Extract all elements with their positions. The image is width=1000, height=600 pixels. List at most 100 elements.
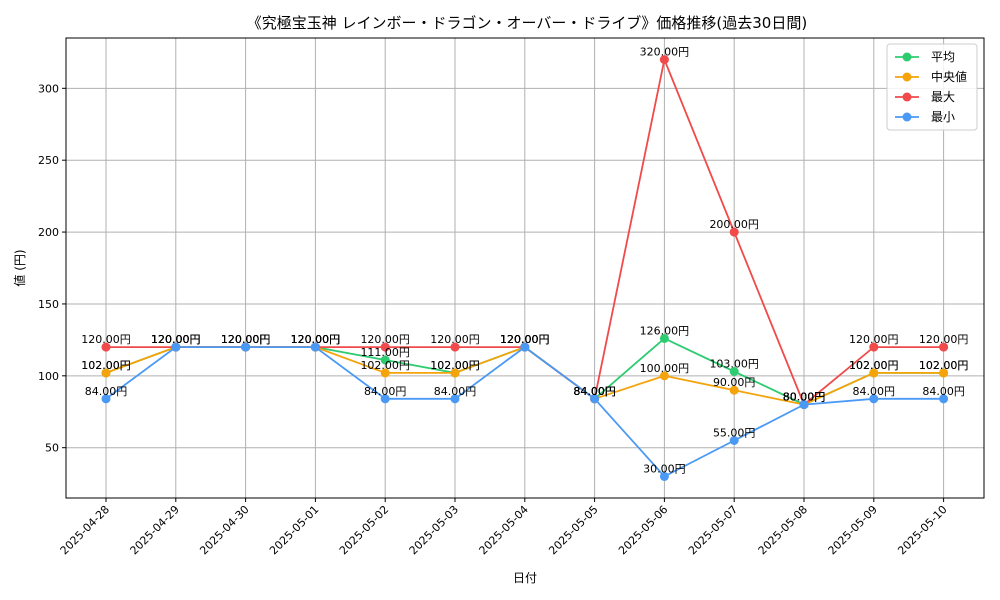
data-label: 84.00円 <box>85 385 128 398</box>
data-point <box>241 342 251 352</box>
data-point <box>171 342 181 352</box>
data-label: 80.00円 <box>783 391 826 404</box>
data-point <box>450 368 460 378</box>
data-point <box>939 394 949 404</box>
data-point <box>729 436 739 445</box>
data-label: 120.00円 <box>221 333 271 346</box>
y-axis: 50 100 150 200 250 300 <box>38 82 66 455</box>
y-axis-label: 値 (円) <box>12 249 27 286</box>
chart-title: 《究極宝玉神 レインボー・ドラゴン・オーバー・ドライブ》価格推移(過去30日間) <box>247 14 807 32</box>
data-label: 103.00円 <box>709 358 759 371</box>
data-label: 120.00円 <box>500 333 550 346</box>
legend-marker <box>902 72 912 82</box>
data-point <box>380 355 390 365</box>
legend-marker <box>902 92 912 102</box>
x-axis: 2025-04-28 2025-04-29 2025-04-30 2025-05-01… <box>58 498 950 557</box>
data-label: 120.00円 <box>151 333 201 346</box>
data-label: 84.00円 <box>434 385 477 398</box>
data-label: 120.00円 <box>360 333 410 346</box>
data-point <box>799 400 809 410</box>
data-label: 100.00円 <box>640 362 690 375</box>
data-label: 102.00円 <box>430 359 480 372</box>
legend-entry: 平均 <box>931 50 955 64</box>
data-label: 120.00円 <box>221 333 271 346</box>
data-label: 120.00円 <box>430 333 480 346</box>
legend-marker <box>902 112 912 122</box>
data-point <box>380 368 390 378</box>
data-point <box>520 342 530 352</box>
data-point <box>380 394 390 404</box>
x-tick-label: 2025-05-08 <box>756 503 810 557</box>
data-point <box>101 394 111 404</box>
x-tick-label: 2025-04-28 <box>58 503 112 557</box>
data-label: 120.00円 <box>151 333 201 346</box>
data-point <box>729 227 739 237</box>
y-tick-label: 300 <box>38 82 59 95</box>
x-tick-label: 2025-05-10 <box>895 503 949 557</box>
legend-marker <box>902 52 912 62</box>
data-label: 90.00円 <box>713 376 756 389</box>
data-label: 120.00円 <box>81 333 131 346</box>
data-label: 102.00円 <box>81 359 131 372</box>
data-label: 80.00円 <box>783 391 826 404</box>
data-point <box>450 394 460 404</box>
x-tick-label: 2025-05-06 <box>616 503 670 557</box>
data-label: 120.00円 <box>291 333 341 346</box>
data-label: 80.00円 <box>783 391 826 404</box>
y-tick-label: 150 <box>38 298 59 311</box>
data-label: 84.00円 <box>573 385 616 398</box>
data-label: 111.00円 <box>360 346 410 359</box>
data-label: 102.00円 <box>360 359 410 372</box>
data-label: 80.00円 <box>783 391 826 404</box>
x-tick-label: 2025-05-09 <box>826 503 880 557</box>
data-label: 84.00円 <box>573 385 616 398</box>
data-label: 102.00円 <box>849 359 899 372</box>
y-tick-label: 200 <box>38 226 59 239</box>
x-tick-label: 2025-05-07 <box>686 503 740 557</box>
data-label: 102.00円 <box>919 359 969 372</box>
data-label: 120.00円 <box>849 333 899 346</box>
y-tick-label: 100 <box>38 370 59 383</box>
legend-entry: 最大 <box>931 90 955 104</box>
data-point <box>729 385 739 395</box>
x-tick-label: 2025-04-30 <box>197 503 251 557</box>
y-tick-label: 50 <box>45 442 59 455</box>
data-point <box>869 342 879 352</box>
data-point <box>659 333 669 343</box>
data-label: 120.00円 <box>291 333 341 346</box>
data-label: 120.00円 <box>291 333 341 346</box>
data-label: 120.00円 <box>919 333 969 346</box>
data-point <box>659 371 669 381</box>
data-point <box>869 394 879 404</box>
data-point <box>450 342 460 352</box>
data-label: 320.00円 <box>640 46 690 59</box>
data-point <box>590 394 600 404</box>
data-label: 120.00円 <box>500 333 550 346</box>
data-point <box>101 342 111 352</box>
data-label: 55.00円 <box>713 427 756 440</box>
data-label: 126.00円 <box>640 324 690 337</box>
data-point <box>729 367 739 376</box>
data-point <box>659 55 669 65</box>
data-label: 120.00円 <box>221 333 271 346</box>
data-label: 120.00円 <box>151 333 201 346</box>
data-label: 120.00円 <box>221 333 271 346</box>
data-point <box>101 368 111 378</box>
data-label: 84.00円 <box>853 385 896 398</box>
x-tick-label: 2025-05-02 <box>337 503 391 557</box>
data-label: 120.00円 <box>500 333 550 346</box>
legend-entry: 中央値 <box>931 69 967 84</box>
x-tick-label: 2025-05-03 <box>407 503 461 557</box>
data-point <box>659 471 669 481</box>
data-label: 102.00円 <box>81 359 131 372</box>
legend-box <box>886 43 978 131</box>
data-label: 102.00円 <box>919 359 969 372</box>
data-point <box>380 342 390 352</box>
y-tick-label: 250 <box>38 154 59 167</box>
data-label: 102.00円 <box>430 359 480 372</box>
x-tick-label: 2025-05-05 <box>546 503 600 557</box>
data-label: 84.00円 <box>573 385 616 398</box>
